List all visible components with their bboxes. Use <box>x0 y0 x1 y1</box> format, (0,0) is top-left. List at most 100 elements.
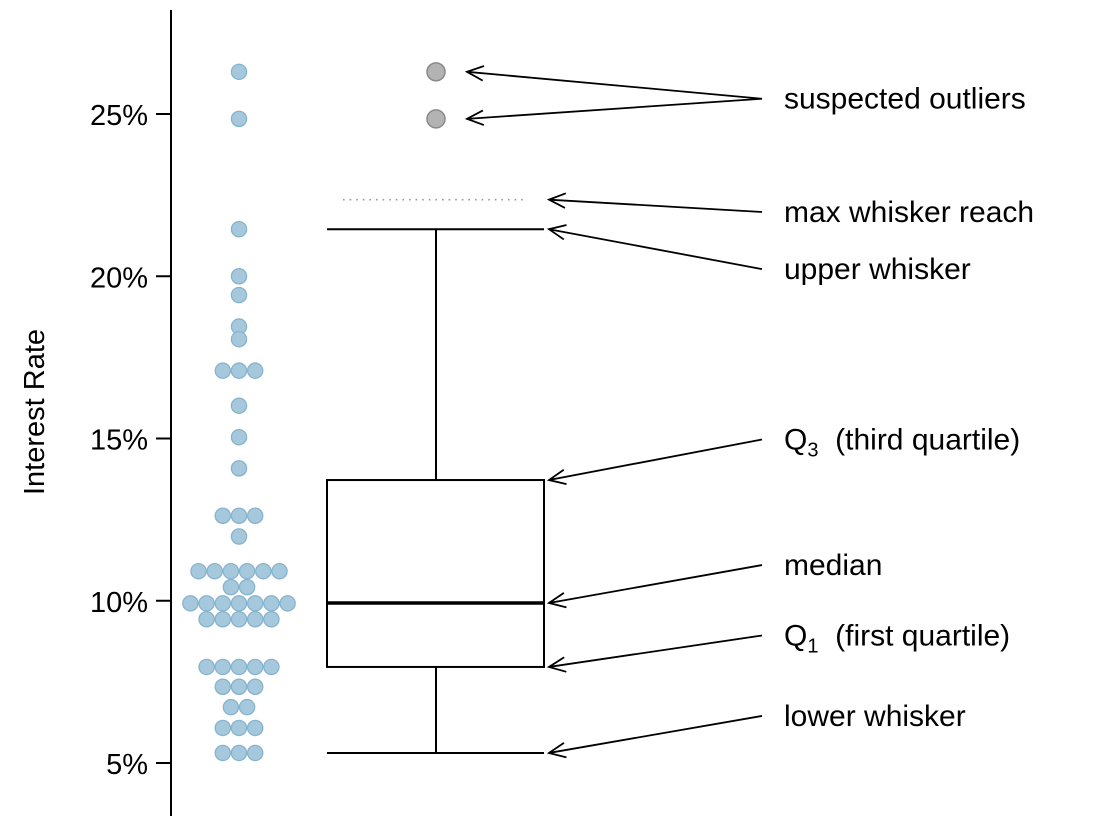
data-dot <box>222 578 240 596</box>
data-dot <box>263 595 280 612</box>
y-axis-title: Interest Rate <box>19 329 51 495</box>
data-dot <box>263 658 280 676</box>
data-dot <box>230 744 248 762</box>
data-dot <box>230 658 248 676</box>
y-tick-label: 5% <box>106 749 148 781</box>
data-dot <box>214 744 232 762</box>
data-dot <box>230 267 248 285</box>
annotations: suspected outliers max whisker reach upper… <box>464 65 1034 759</box>
data-dot <box>230 507 248 524</box>
data-dot <box>214 658 232 676</box>
annotation-arrowhead <box>546 592 567 609</box>
data-dot <box>271 562 288 580</box>
annotation-arrowhead <box>464 109 485 126</box>
y-tick-label: 15% <box>90 425 148 457</box>
data-dot <box>246 610 264 628</box>
annotation-label-max-whisker-reach: max whisker reach <box>784 196 1034 229</box>
data-dot <box>230 595 248 612</box>
data-dot <box>246 362 264 379</box>
data-dot <box>246 678 264 695</box>
data-dot <box>279 595 296 612</box>
annotation-text: lower whisker <box>784 700 966 733</box>
annotation-arrow-line <box>548 198 763 213</box>
annotation-arrow-line <box>466 70 763 100</box>
data-dot <box>230 286 248 304</box>
data-dot <box>214 362 232 379</box>
annotation-arrowhead <box>546 192 567 209</box>
annotation-text: upper whisker <box>784 253 971 286</box>
box-plot <box>326 62 545 754</box>
data-dot <box>198 595 215 612</box>
annotation-label-upper-whisker: upper whisker <box>784 253 971 286</box>
data-dot <box>214 507 232 524</box>
annotation-arrowhead <box>546 742 567 759</box>
annotation-label-lower-whisker: lower whisker <box>784 700 966 733</box>
annotation-subscript: 1 <box>807 635 818 657</box>
data-dot <box>238 698 256 716</box>
data-dot <box>222 698 240 716</box>
outlier-point <box>426 62 446 82</box>
iqr-box <box>326 479 545 668</box>
data-dot <box>214 678 232 695</box>
data-dot <box>198 610 215 628</box>
data-dot <box>230 397 248 414</box>
data-dot <box>198 658 215 676</box>
annotation-arrowhead <box>546 224 567 241</box>
data-dot <box>230 678 248 695</box>
data-dot <box>246 658 264 676</box>
annotation-text: Q <box>784 619 807 652</box>
annotation-label-q3: Q3 (third quartile) <box>784 423 1020 461</box>
annotation-arrowhead <box>464 65 485 82</box>
annotation-label-suspected-outliers: suspected outliers <box>784 83 1026 116</box>
y-tick-label: 10% <box>90 587 148 619</box>
data-dot <box>230 63 248 81</box>
annotation-arrowhead <box>546 656 567 673</box>
data-dot <box>246 719 264 737</box>
annotation-subscript: 3 <box>807 439 818 461</box>
annotation-suffix: (third quartile) <box>818 423 1020 456</box>
data-dot <box>263 610 280 628</box>
y-ticks: 5% 10% 15% 20% 25% <box>90 100 171 781</box>
annotation-label-q1: Q1 (first quartile) <box>784 619 1010 657</box>
annotation-arrow-line <box>466 97 763 120</box>
annotation-label-median: median <box>784 549 882 582</box>
annotation-arrow-line <box>548 634 763 668</box>
annotation-suffix: (first quartile) <box>818 619 1010 652</box>
data-dot <box>230 610 248 628</box>
data-dot <box>230 460 248 477</box>
data-dot <box>206 562 223 580</box>
annotation-text: Q <box>784 423 807 456</box>
data-dot <box>214 719 232 737</box>
data-dot <box>230 362 248 379</box>
annotation-text: max whisker reach <box>784 196 1034 229</box>
data-dot <box>230 528 248 545</box>
outlier-point <box>426 109 446 129</box>
data-dot <box>238 562 256 580</box>
data-dot <box>238 578 256 596</box>
annotation-text: median <box>784 549 882 582</box>
data-dot <box>190 562 207 580</box>
data-dot <box>214 610 232 628</box>
annotation-text: suspected outliers <box>784 83 1026 116</box>
data-dot <box>182 595 199 612</box>
y-tick-label: 20% <box>90 262 148 294</box>
data-dot <box>246 744 264 762</box>
data-dot <box>214 595 232 612</box>
data-dot <box>230 220 248 238</box>
annotation-arrow-line <box>548 228 763 270</box>
annotation-arrowhead <box>546 469 567 486</box>
y-tick-label: 25% <box>90 100 148 132</box>
data-dot <box>230 330 248 348</box>
dot-plot <box>182 63 296 762</box>
data-dot <box>230 719 248 737</box>
annotation-arrow-line <box>548 438 763 481</box>
data-dot <box>246 507 264 524</box>
annotation-arrow-line <box>548 564 763 604</box>
data-dot <box>230 428 248 446</box>
data-dot <box>230 110 248 128</box>
data-dot <box>246 595 264 612</box>
annotation-arrow-line <box>548 715 763 754</box>
data-dot <box>222 562 240 580</box>
data-dot <box>255 562 272 580</box>
